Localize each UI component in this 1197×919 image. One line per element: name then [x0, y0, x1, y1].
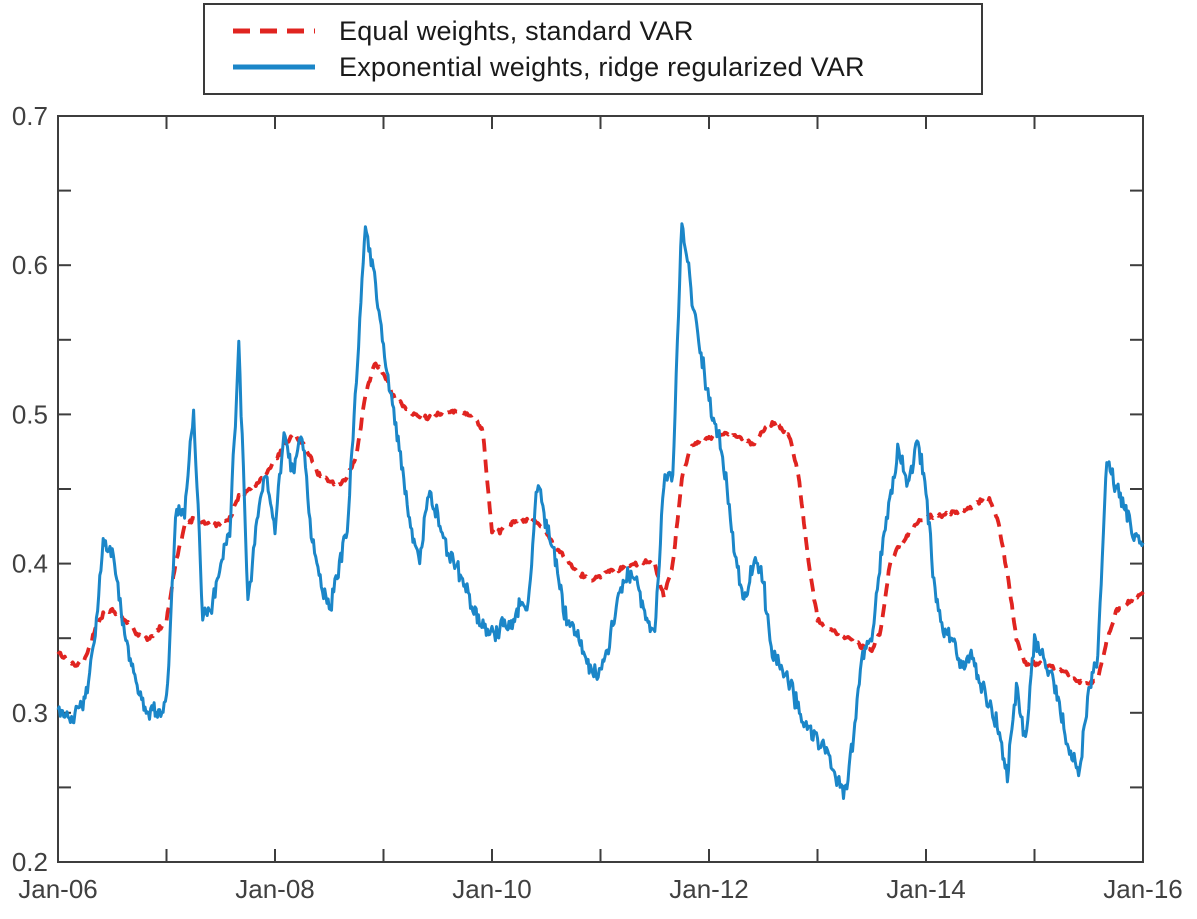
axes-box [57, 115, 1144, 863]
legend: Equal weights, standard VAR Exponential … [203, 3, 983, 95]
y-axis-tick-label: 0.6 [12, 250, 48, 280]
y-axis-tick-label: 0.5 [12, 399, 48, 429]
y-axis-tick-label: 0.2 [12, 847, 48, 877]
legend-item-exponential-weights: Exponential weights, ridge regularized V… [231, 52, 971, 83]
dashed-line-key-icon [233, 28, 315, 34]
x-axis-tick-label: Jan-12 [669, 874, 749, 904]
x-axis-tick-label: Jan-14 [886, 874, 966, 904]
series-line-equal-weights [56, 361, 1145, 687]
x-axis-tick-label: Jan-10 [452, 874, 532, 904]
legend-label: Exponential weights, ridge regularized V… [339, 51, 865, 82]
x-axis-tick-label: Jan-06 [18, 874, 98, 904]
x-axis-tick-label: Jan-08 [235, 874, 315, 904]
y-axis-tick-label: 0.7 [12, 101, 48, 131]
legend-label: Equal weights, standard VAR [339, 15, 694, 46]
y-axis-tick-label: 0.3 [12, 698, 48, 728]
y-axis-tick-label: 0.4 [12, 549, 48, 579]
legend-item-equal-weights: Equal weights, standard VAR [231, 16, 971, 47]
x-axis-tick-label: Jan-16 [1103, 874, 1183, 904]
series-line-exponential-weights [56, 222, 1145, 800]
solid-line-key-icon [233, 64, 315, 70]
